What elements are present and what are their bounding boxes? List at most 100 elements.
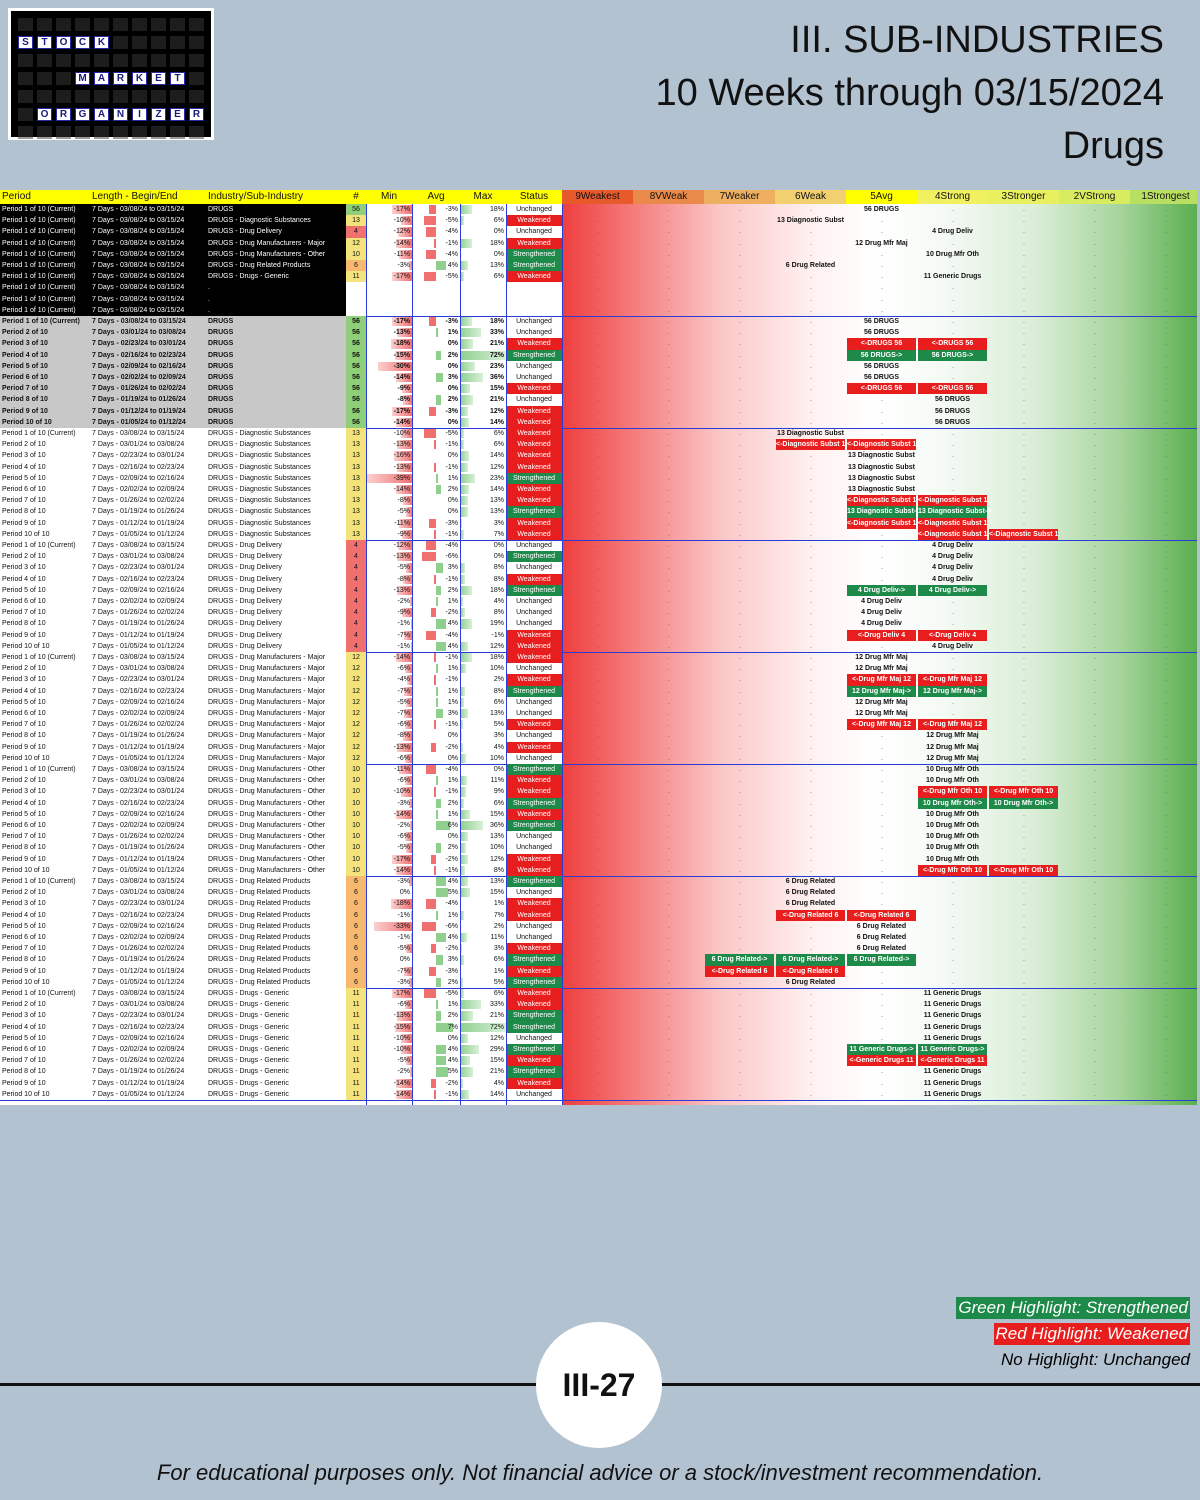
- avg-cell: 2%: [447, 844, 458, 852]
- industry-cell: DRUGS: [208, 206, 234, 213]
- level-dot: .: [1165, 486, 1167, 493]
- level-dot: .: [1094, 945, 1096, 953]
- level-dot: .: [810, 542, 812, 549]
- industry-cell: DRUGS - Drug Manufacturers - Major: [208, 676, 326, 684]
- min-cell: -9%: [397, 530, 410, 538]
- row-label-band: [0, 999, 346, 1011]
- level-dot: .: [597, 430, 599, 437]
- level-dot: .: [810, 318, 812, 325]
- avg-cell: 0%: [447, 833, 458, 841]
- max-cell: 13%: [489, 262, 504, 269]
- level-dot: .: [1023, 956, 1025, 964]
- level-dot: .: [1094, 922, 1096, 930]
- max-bar: [460, 317, 472, 327]
- level-dot: .: [881, 777, 883, 785]
- level-dot: .: [952, 777, 954, 785]
- section-divider: [0, 316, 1197, 317]
- level-mark: 11 Generic Drugs: [923, 1079, 982, 1087]
- level-dot: .: [810, 687, 812, 695]
- logo-grid-cell: [94, 90, 109, 103]
- avg-bar: [426, 630, 436, 640]
- level-dot: .: [739, 822, 741, 829]
- max-bar: [460, 697, 464, 707]
- min-cell: -7%: [397, 631, 410, 639]
- industry-cell: DRUGS - Drug Manufacturers - Other: [208, 799, 326, 807]
- industry-title: Drugs: [1062, 125, 1164, 167]
- level-dot: .: [810, 698, 812, 706]
- industry-cell: .: [208, 306, 210, 314]
- max-cell: 6%: [493, 956, 504, 964]
- max-bar: [460, 529, 465, 539]
- level-dot: .: [810, 710, 812, 717]
- status-cell: Weakened: [506, 988, 562, 1000]
- level-mark: 56 DRUGS: [863, 374, 899, 381]
- length-cell: 7 Days - 03/08/24 to 03/15/24: [92, 990, 185, 997]
- level-dot: .: [739, 530, 741, 538]
- avg-cell: -6%: [445, 553, 458, 561]
- level-mark: <-Drug Related 6: [776, 965, 845, 977]
- period-cell: Period 10 of 10: [2, 866, 50, 874]
- row-label-band: [0, 887, 346, 899]
- level-mark: <-Diagnostic Subst 1: [847, 439, 916, 451]
- max-bar: [460, 361, 475, 371]
- count-cell: 56: [346, 416, 366, 428]
- avg-cell: 0%: [447, 452, 458, 460]
- level-mark: 12 Drug Mfr Maj: [855, 239, 908, 247]
- avg-bar: [436, 641, 446, 651]
- level-dot: .: [810, 1046, 812, 1053]
- avg-bar: [436, 977, 441, 987]
- level-dot: .: [739, 340, 741, 348]
- level-dot: .: [1165, 866, 1167, 874]
- level-dot: .: [739, 1057, 741, 1065]
- level-dot: .: [1094, 228, 1096, 236]
- level-dot: .: [881, 732, 883, 740]
- level-mark: <-Drug Mfr Maj 12: [847, 674, 916, 686]
- status-cell: Weakened: [506, 215, 562, 227]
- level-dot: .: [1165, 710, 1167, 717]
- level-dot: .: [1165, 743, 1167, 751]
- level-mark: <-Diagnostic Subst 1: [847, 517, 916, 529]
- level-dot: .: [1165, 1034, 1167, 1042]
- industry-cell: DRUGS - Diagnostic Substances: [208, 486, 311, 493]
- row-label-band: [0, 316, 346, 328]
- status-cell: Strengthened: [506, 820, 562, 832]
- industry-cell: DRUGS - Drugs - Generic: [208, 1057, 289, 1065]
- max-bar: [460, 350, 506, 360]
- level-dot: .: [597, 418, 599, 426]
- level-dot: .: [597, 497, 599, 505]
- level-dot: .: [952, 575, 954, 583]
- min-cell: -12%: [393, 228, 410, 236]
- level-dot: .: [1094, 900, 1096, 908]
- avg-cell: 0%: [447, 732, 458, 740]
- count-cell: [346, 282, 366, 293]
- level-dot: .: [597, 1057, 599, 1065]
- level-dot: .: [597, 553, 599, 561]
- count-cell: 11: [346, 1055, 366, 1067]
- logo-letter: E: [170, 108, 185, 121]
- min-bar: [395, 485, 412, 495]
- min-bar: [406, 507, 412, 517]
- min-cell: -18%: [393, 900, 410, 908]
- level-dot: .: [739, 273, 741, 281]
- level-dot: .: [668, 329, 670, 337]
- industry-cell: DRUGS - Drug Manufacturers - Major: [208, 743, 326, 751]
- row-label-band: [0, 820, 346, 832]
- table-row: Period 5 of 10 7 Days - 02/09/24 to 02/16…: [0, 584, 1197, 596]
- min-bar: [395, 417, 412, 427]
- level-dot: .: [668, 788, 670, 796]
- level-dot: .: [668, 250, 670, 258]
- level-dot: .: [1023, 1034, 1025, 1042]
- count-cell: 10: [346, 797, 366, 809]
- avg-bar: [426, 249, 436, 259]
- period-cell: Period 4 of 10: [2, 463, 46, 471]
- min-bar: [401, 608, 412, 618]
- max-bar: [460, 261, 469, 271]
- logo-grid-cell: [170, 54, 185, 67]
- level-dot: .: [739, 250, 741, 258]
- status-cell: Strengthened: [506, 797, 562, 809]
- max-bar: [460, 1011, 474, 1021]
- level-dot: .: [1165, 642, 1167, 650]
- table-row: Period 2 of 10 7 Days - 03/01/24 to 03/08…: [0, 663, 1197, 675]
- period-cell: Period 2 of 10: [2, 1001, 46, 1009]
- status-cell: Weakened: [506, 629, 562, 641]
